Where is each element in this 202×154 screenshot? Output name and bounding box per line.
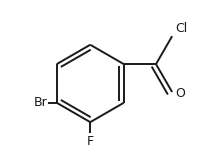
Text: Br: Br bbox=[33, 96, 47, 109]
Text: Cl: Cl bbox=[175, 22, 187, 34]
Text: F: F bbox=[87, 135, 94, 148]
Text: O: O bbox=[175, 87, 185, 100]
